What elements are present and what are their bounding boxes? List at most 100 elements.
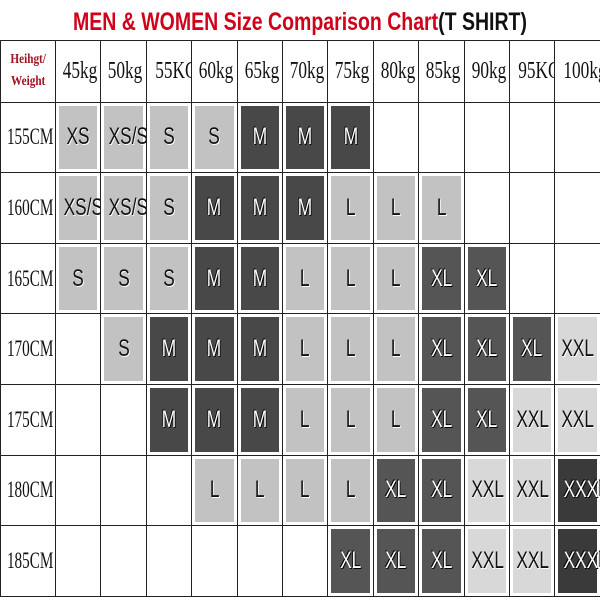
size-label: M [252,405,267,433]
size-label: L [391,335,401,363]
size-label: L [391,405,401,433]
size-cell: XL [418,313,465,386]
size-cell: XL [372,525,420,597]
height-label: 155CM [6,124,54,150]
size-cell: L [281,384,329,456]
chart-title: MEN & WOMEN Size Comparison Chart(T SHIR… [0,0,600,40]
size-cell: M [236,313,283,386]
size-label: XXL [561,335,595,363]
size-label: XS/S [109,193,147,221]
empty-cell [554,242,600,315]
weight-label: 55KG [154,57,191,84]
size-cell: XL [418,242,465,315]
size-cell: M [145,384,193,456]
size-cell: S [145,101,193,174]
size-label: XXL [516,547,549,575]
size-label: S [163,264,175,292]
weight-header: 80kg [372,40,420,103]
corner-height-label: Heihgt/ [10,52,46,68]
size-label: XL [430,476,452,504]
size-cell: S [145,242,193,315]
table-row: 165CM S S S M M L L L XL XL [0,242,600,315]
size-cell: L [418,172,465,244]
size-cell: XL [327,525,374,597]
size-cell: XS [54,101,102,174]
size-table: Heihgt/Weight 45kg 50kg 55KG 60kg 65kg 70kg 75… [0,40,600,597]
size-label: L [345,476,356,504]
size-cell: S [100,313,147,386]
header-row: Heihgt/Weight 45kg 50kg 55KG 60kg 65kg 70kg 75… [0,40,600,103]
size-cell: XXL [508,384,556,456]
size-cell: XXL [554,313,600,386]
size-cell: M [236,101,283,174]
weight-label: 85kg [425,57,461,84]
empty-cell [145,454,193,527]
size-cell: M [191,384,238,456]
weight-header: 60kg [191,40,238,103]
empty-cell [54,384,102,456]
size-cell: XS/S [54,172,102,244]
size-label: L [345,335,356,363]
size-cell: S [191,101,238,174]
empty-cell [372,101,420,174]
size-label: L [345,405,356,433]
weight-header: 75kg [327,40,374,103]
size-cell: L [372,313,420,386]
size-cell: L [327,384,374,456]
size-label: L [345,264,356,292]
height-label: 185CM [6,548,54,574]
table-row: 185CM XL XL XL XXL XXL XXXL [0,525,600,597]
table-row: 155CM XS XS/S S S M M M [0,101,600,174]
empty-cell [508,101,556,174]
size-cell: XL [418,384,465,456]
size-cell: XS/S [100,172,147,244]
weight-header: 100kg [554,40,600,103]
size-label: L [391,193,401,221]
size-label: XXL [470,476,504,504]
size-cell: L [372,242,420,315]
size-label: L [300,264,310,292]
size-label: L [209,476,220,504]
size-label: S [117,335,130,363]
size-cell: XL [463,313,510,386]
height-header: 175CM [0,384,56,456]
table-row: 175CM M M M L L L XL XL XXL XXL [0,384,600,456]
size-label: S [163,123,175,151]
weight-label: 60kg [198,57,234,84]
size-label: XL [430,405,452,433]
size-cell: L [327,242,374,315]
weight-header: 50kg [100,40,147,103]
height-header: 160CM [0,172,56,244]
size-cell: M [191,172,238,244]
size-label: S [72,264,84,292]
empty-cell [463,101,510,174]
size-label: S [117,264,130,292]
size-cell: L [327,172,374,244]
size-label: XL [430,264,452,292]
size-cell: S [100,242,147,315]
empty-cell [281,525,329,597]
size-cell: L [281,242,329,315]
weight-label: 50kg [108,57,143,84]
size-cell: L [327,454,374,527]
weight-header: 65kg [236,40,283,103]
size-cell: XL [418,525,465,597]
table-row: 160CM XS/S XS/S S M M M L L L [0,172,600,244]
size-cell: L [281,313,329,386]
size-label: XXXL [563,476,599,504]
size-label: M [161,335,177,363]
empty-cell [463,172,510,244]
title-main: MEN & WOMEN Size Comparison Chart [73,8,439,36]
size-cell: L [372,172,420,244]
size-label: M [207,405,222,433]
height-header: 155CM [0,101,56,174]
height-label: 160CM [6,194,54,220]
size-label: XXL [516,405,549,433]
size-label: XL [476,335,498,363]
empty-cell [236,525,283,597]
size-cell: M [236,172,283,244]
size-label: XXL [470,547,504,575]
empty-cell [418,101,465,174]
size-label: M [252,335,267,363]
height-label: 175CM [6,406,54,432]
